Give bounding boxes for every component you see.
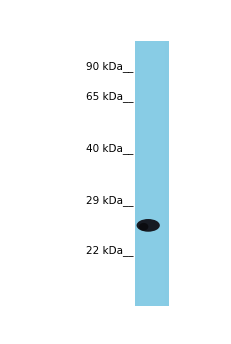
Text: 29 kDa__: 29 kDa__ bbox=[86, 195, 134, 206]
Text: 40 kDa__: 40 kDa__ bbox=[86, 143, 134, 154]
Text: 65 kDa__: 65 kDa__ bbox=[86, 92, 134, 103]
Ellipse shape bbox=[137, 219, 160, 232]
Text: 90 kDa__: 90 kDa__ bbox=[86, 61, 134, 72]
Ellipse shape bbox=[139, 223, 148, 230]
Text: 22 kDa__: 22 kDa__ bbox=[86, 245, 134, 256]
Bar bbox=[135, 41, 169, 306]
